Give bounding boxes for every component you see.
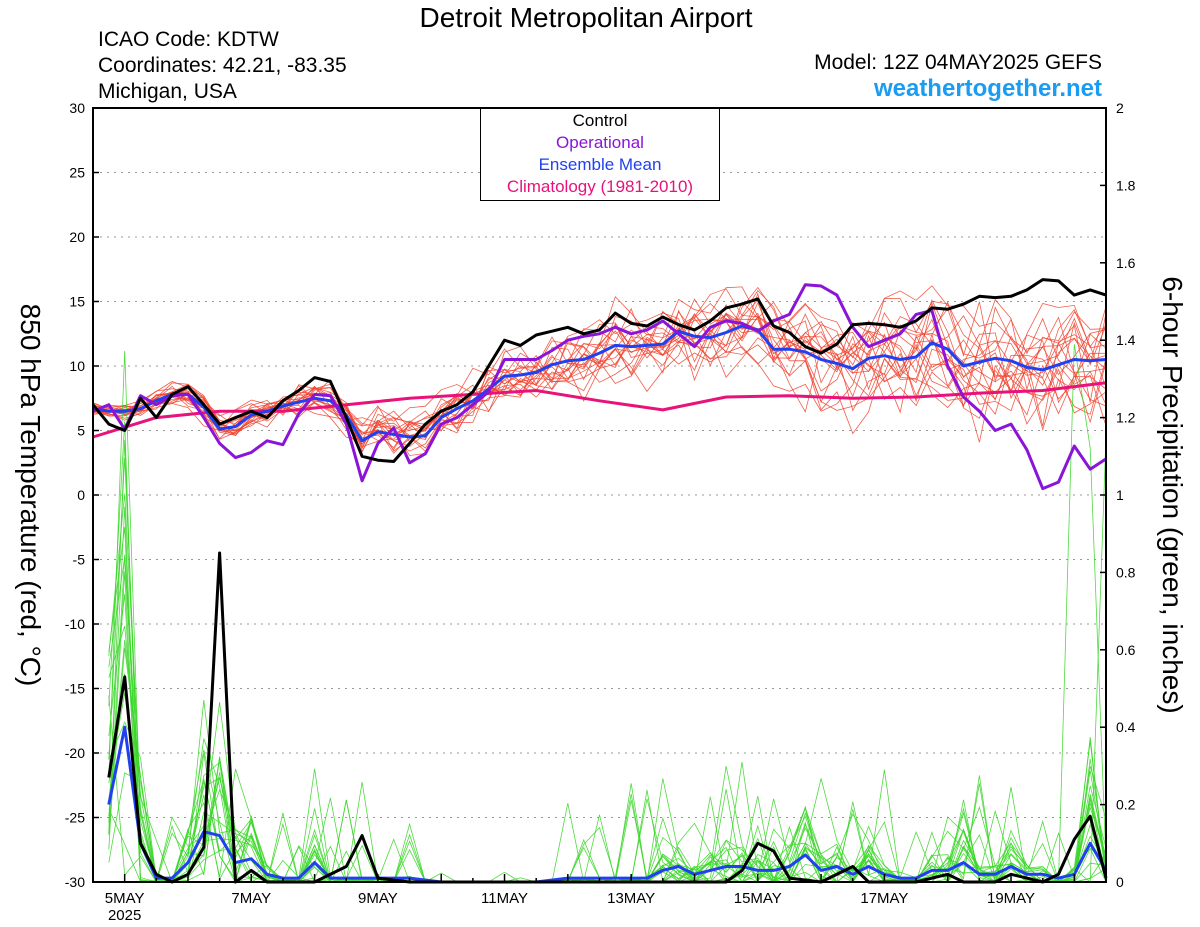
precip-member-line: [108, 493, 1107, 884]
page-title: Detroit Metropolitan Airport: [419, 2, 753, 33]
y-tick-label-right: 0.8: [1116, 564, 1136, 580]
temp-member-line: [92, 286, 1107, 453]
temp-series-climatology-1981-2010-: [92, 381, 1107, 439]
y-tick-label-right: 1.8: [1116, 177, 1136, 193]
precip-member-line: [108, 421, 1107, 883]
temp-member-line: [92, 318, 1107, 456]
legend-operational: Operational: [556, 133, 644, 152]
precip-member-line: [108, 350, 1107, 883]
precip-member-line: [108, 457, 1107, 883]
icao-code: ICAO Code: KDTW: [98, 28, 279, 51]
temp-member-line: [92, 315, 1107, 454]
y-tick-label-right: 1.6: [1116, 255, 1136, 271]
y-tick-label-right: 0: [1116, 874, 1124, 890]
chart-grid: [93, 172, 1106, 818]
precip-member-line: [108, 435, 1107, 883]
y-tick-label-right: 1.4: [1116, 332, 1136, 348]
temp-member-line: [92, 312, 1107, 443]
temp-series-ensemble-mean: [92, 324, 1107, 443]
y-tick-label-right: 0.2: [1116, 797, 1136, 813]
y-tick-label-left: -30: [65, 874, 85, 890]
temp-series-operational: [92, 283, 1107, 491]
y-tick-label-left: -25: [65, 810, 85, 826]
y-tick-label-left: -10: [65, 616, 85, 632]
precip-member-line: [108, 593, 1107, 883]
y-tick-label-right: 1.2: [1116, 410, 1136, 426]
x-tick-label: 17MAY: [860, 890, 908, 907]
model-run: Model: 12Z 04MAY2025 GEFS: [814, 51, 1102, 74]
precip-member-line: [108, 344, 1107, 883]
y-tick-label-right: 0.6: [1116, 642, 1136, 658]
y-tick-label-left: 0: [77, 487, 85, 503]
y-tick-label-left: 20: [69, 229, 85, 245]
y-axis-label-left: 850 hPa Temperature (red, °C): [15, 303, 46, 687]
axis-ticks: 302520151050-5-10-15-20-25-3021.81.61.41…: [65, 100, 1136, 924]
precip-series-ensemble-mean: [107, 725, 1108, 884]
legend-control: Control: [572, 111, 628, 130]
x-tick-sublabel: 2025: [108, 907, 141, 924]
x-tick-label: 5MAY: [105, 890, 145, 907]
legend-climatology: Climatology (1981-2010): [506, 177, 694, 196]
temp-series-control: [91, 278, 1107, 463]
y-tick-label-left: -15: [65, 681, 85, 697]
y-tick-label-right: 1: [1116, 487, 1124, 503]
x-tick-label: 9MAY: [358, 890, 398, 907]
precip-members: [108, 344, 1107, 884]
x-tick-label: 15MAY: [734, 890, 782, 907]
y-tick-label-left: -20: [65, 745, 85, 761]
y-axis-label-right: 6-hour Precipitation (green, inches): [1157, 276, 1188, 714]
temp-member-line: [92, 292, 1107, 445]
precip-member-line: [108, 557, 1107, 884]
y-tick-label-left: 30: [69, 100, 85, 116]
precip-member-line: [108, 439, 1107, 884]
y-tick-label-left: 5: [77, 423, 85, 439]
main-series: [91, 278, 1108, 884]
x-tick-label: 11MAY: [481, 890, 528, 907]
x-tick-label: 7MAY: [231, 890, 271, 907]
y-tick-label-right: 0.4: [1116, 719, 1136, 735]
x-tick-label: 19MAY: [987, 890, 1035, 907]
x-tick-label: 13MAY: [607, 890, 655, 907]
temp-member-line: [92, 286, 1107, 453]
y-tick-label-right: 2: [1116, 100, 1124, 116]
y-tick-label-left: 10: [69, 358, 85, 374]
legend-ensemble-mean: Ensemble Mean: [538, 155, 662, 174]
coordinates: Coordinates: 42.21, -83.35: [98, 54, 347, 77]
region: Michigan, USA: [98, 80, 237, 103]
temp-member-line: [92, 301, 1107, 451]
y-tick-label-left: 15: [69, 294, 85, 310]
site-link[interactable]: weathertogether.net: [873, 75, 1102, 102]
temp-member-line: [92, 306, 1107, 434]
legend: Control Operational Ensemble Mean Climat…: [480, 108, 720, 201]
y-tick-label-left: -5: [73, 552, 86, 568]
precip-member-line: [108, 527, 1107, 883]
y-tick-label-left: 25: [69, 165, 85, 181]
